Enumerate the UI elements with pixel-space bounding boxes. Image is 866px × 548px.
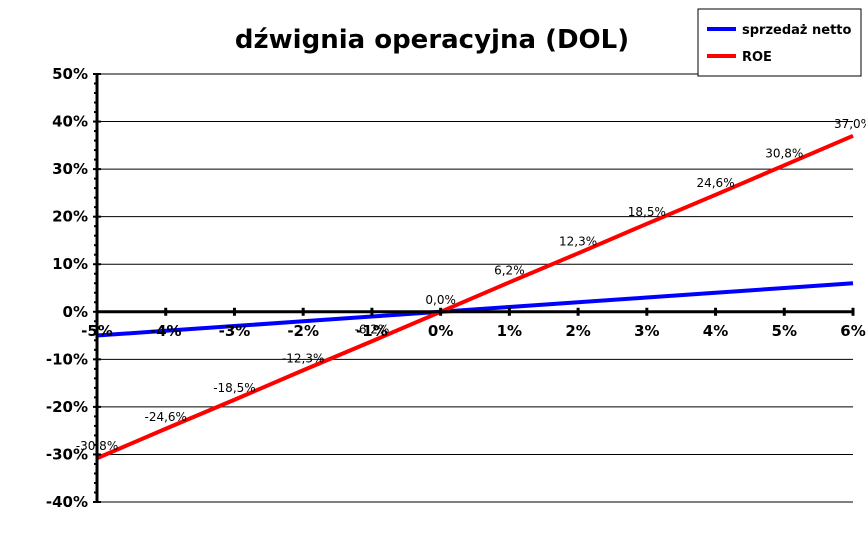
- data-label-roe: 0,0%: [425, 293, 456, 307]
- legend-box: [697, 8, 862, 77]
- data-label-roe: 12,3%: [559, 234, 597, 248]
- x-tick-label: -2%: [287, 322, 319, 340]
- data-labels: -30,8% -24,6% -18,5% -12,3% -6,2% 0,0% 6,2% 12,…: [76, 117, 866, 453]
- y-tick-label: 10%: [52, 255, 88, 273]
- legend-label: ROE: [742, 50, 772, 65]
- gridlines: [97, 73, 853, 503]
- data-label-roe: 24,6%: [696, 176, 734, 190]
- data-label-roe: 37,0%: [834, 117, 866, 131]
- x-tick-label: 1%: [497, 322, 522, 340]
- y-tick-label: -40%: [46, 493, 88, 511]
- series-lines: [96, 133, 854, 461]
- x-tick-label: -5%: [81, 322, 113, 340]
- y-tick-label: 30%: [52, 160, 88, 178]
- x-tick-label: 4%: [703, 322, 728, 340]
- data-label-roe: 18,5%: [628, 205, 666, 219]
- data-label-roe: -18,5%: [213, 381, 255, 395]
- x-tick-label: -4%: [150, 322, 182, 340]
- series-line-sales: [96, 281, 854, 338]
- x-axis-ticks: -5% -4% -3% -2% -1% 0% 1% 2% 3% 4% 5% 6%: [81, 322, 866, 340]
- data-label-roe: -30,8%: [76, 439, 118, 453]
- data-label-roe: -24,6%: [145, 410, 187, 424]
- y-tick-label: 50%: [52, 65, 88, 83]
- data-label-roe: -12,3%: [282, 351, 324, 365]
- y-axis-ticks: -40% -30% -20% -10% 0% 10% 20% 30% 40% 50%: [46, 65, 88, 511]
- series-line-roe: [96, 133, 854, 461]
- x-tick-label: -3%: [219, 322, 251, 340]
- data-label-roe: -6,2%: [354, 322, 389, 336]
- y-tick-label: 20%: [52, 208, 88, 226]
- y-tick-label: -10%: [46, 350, 88, 368]
- x-tick-label: 3%: [634, 322, 659, 340]
- x-tick-label: -1%: [356, 322, 388, 340]
- y-tick-label: -30%: [46, 445, 88, 463]
- x-tick-label: 0%: [428, 322, 453, 340]
- axes: [93, 73, 855, 503]
- x-tick-label: 5%: [772, 322, 797, 340]
- y-tick-label: 0%: [63, 303, 88, 321]
- data-label-roe: 30,8%: [765, 146, 803, 160]
- y-tick-label: 40%: [52, 113, 88, 131]
- data-label-roe: 6,2%: [494, 263, 525, 277]
- chart-title: dźwignia operacyjna (DOL): [235, 25, 629, 55]
- x-tick-label: 2%: [565, 322, 590, 340]
- legend-label: sprzedaż netto: [742, 23, 852, 38]
- x-tick-label: 6%: [840, 322, 865, 340]
- legend: sprzedaż netto ROE: [697, 8, 862, 77]
- y-tick-label: -20%: [46, 398, 88, 416]
